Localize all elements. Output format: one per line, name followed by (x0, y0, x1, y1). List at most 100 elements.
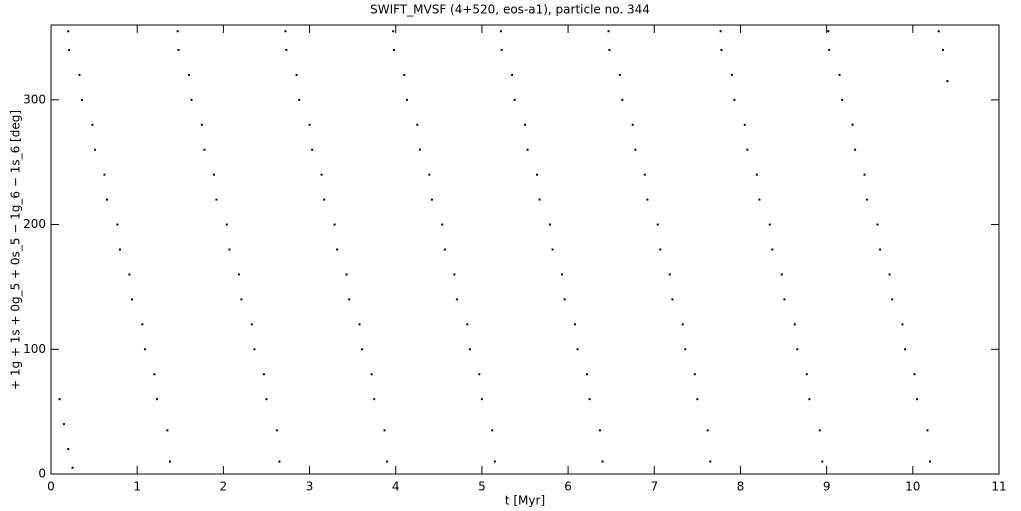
point (863, 173, 866, 176)
point (393, 48, 396, 51)
point (913, 373, 916, 376)
x-tick-label: 7 (650, 480, 658, 494)
point (796, 348, 799, 351)
point (621, 98, 624, 101)
point (373, 398, 376, 401)
y-tick-label: 100 (23, 342, 46, 356)
point (586, 373, 589, 376)
point (828, 48, 831, 51)
point (838, 73, 841, 76)
x-tick-label: 8 (737, 480, 745, 494)
point (455, 298, 458, 301)
y-tick-label: 300 (23, 92, 46, 106)
plot-frame (50, 24, 1000, 475)
point (441, 223, 444, 226)
point (841, 98, 844, 101)
point (118, 248, 121, 251)
point (891, 298, 894, 301)
point (320, 173, 323, 176)
x-tick-label: 10 (905, 480, 920, 494)
point (348, 298, 351, 301)
point (361, 348, 364, 351)
point (879, 248, 882, 251)
point (608, 48, 611, 51)
point (78, 73, 81, 76)
point (618, 73, 621, 76)
point (203, 148, 206, 151)
point (607, 30, 610, 33)
point (821, 460, 824, 463)
point (926, 429, 929, 432)
point (588, 398, 591, 401)
point (143, 348, 146, 351)
point (62, 423, 65, 426)
point (854, 148, 857, 151)
point (253, 348, 256, 351)
point (430, 198, 433, 201)
point (128, 273, 131, 276)
point (67, 448, 70, 451)
point (285, 48, 288, 51)
point (480, 398, 483, 401)
point (311, 148, 314, 151)
point (212, 173, 215, 176)
x-tick-label: 2 (220, 480, 228, 494)
point (901, 323, 904, 326)
point (771, 248, 774, 251)
point (937, 30, 940, 33)
point (719, 30, 722, 33)
chart-title: SWIFT_MVSF (4+520, eos-a1), particle no.… (370, 3, 650, 17)
point (278, 460, 281, 463)
point (131, 298, 134, 301)
point (284, 30, 287, 33)
point (345, 273, 348, 276)
point (598, 429, 601, 432)
point (141, 323, 144, 326)
point (386, 460, 389, 463)
x-tick-label: 11 (991, 480, 1006, 494)
point (643, 173, 646, 176)
point (693, 373, 696, 376)
point (103, 173, 106, 176)
point (524, 123, 526, 126)
point (468, 348, 471, 351)
point (392, 30, 395, 33)
point (576, 348, 579, 351)
point (671, 298, 674, 301)
point (783, 298, 786, 301)
point (228, 248, 231, 251)
y-axis-label: + 1g + 1s + 0g_5 + 0s_5 − 1g_6 − 1s_6 [d… (9, 110, 23, 390)
x-tick-label: 0 (47, 480, 55, 494)
x-tick-label: 1 (133, 480, 141, 494)
point (499, 30, 502, 33)
point (358, 323, 361, 326)
point (730, 73, 733, 76)
point (298, 98, 301, 101)
point (418, 148, 421, 151)
point (500, 48, 503, 51)
point (668, 273, 671, 276)
point (746, 148, 749, 151)
point (827, 30, 830, 33)
point (58, 398, 61, 401)
point (250, 323, 253, 326)
point (240, 298, 243, 301)
point (153, 373, 156, 376)
point (851, 123, 854, 126)
point (416, 123, 419, 126)
point (646, 198, 649, 201)
point (946, 80, 949, 83)
point (428, 173, 431, 176)
point (215, 198, 218, 201)
point (225, 223, 228, 226)
point (336, 248, 339, 251)
point (684, 348, 687, 351)
point (733, 98, 736, 101)
point (511, 73, 514, 76)
point (265, 398, 268, 401)
point (91, 123, 94, 126)
x-tick-label: 5 (478, 480, 486, 494)
point (706, 429, 709, 432)
